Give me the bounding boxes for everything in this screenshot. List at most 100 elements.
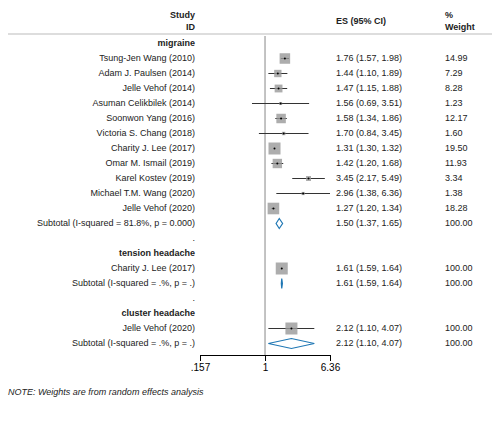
study-name: Karel Kostev (2019) bbox=[115, 173, 195, 183]
study-box bbox=[268, 203, 280, 215]
weight-label: 11.93 bbox=[445, 158, 467, 168]
header: ES (95% CI) bbox=[336, 16, 386, 26]
study-name: Soonwon Yang (2016) bbox=[106, 113, 195, 123]
subtotal-diamond bbox=[276, 219, 283, 229]
study-name: Jelle Vehof (2014) bbox=[122, 83, 195, 93]
ci-line bbox=[268, 328, 314, 329]
separator: . bbox=[192, 233, 195, 243]
es-label: 1.31 (1.30, 1.32) bbox=[336, 143, 402, 153]
es-label: 1.42 (1.20, 1.68) bbox=[336, 158, 402, 168]
header: Weight bbox=[445, 22, 475, 32]
es-label: 1.56 (0.69, 3.51) bbox=[336, 98, 402, 108]
tick-label: .157 bbox=[191, 362, 211, 373]
es-label: 2.96 (1.38, 6.36) bbox=[336, 188, 402, 198]
study-box bbox=[275, 85, 283, 93]
study-box bbox=[285, 323, 297, 335]
study-name: Jelle Vehof (2020) bbox=[122, 203, 195, 213]
point-estimate bbox=[274, 148, 276, 150]
point-estimate bbox=[283, 133, 285, 135]
es-label: 1.61 (1.59, 1.64) bbox=[336, 278, 402, 288]
es-label: 2.12 (1.10, 4.07) bbox=[336, 338, 402, 348]
weight-label: 18.28 bbox=[445, 203, 468, 213]
tick-mark bbox=[330, 355, 331, 361]
weight-label: 100.00 bbox=[445, 338, 473, 348]
subtotal-label: Subtotal (I-squared = 81.8%, p = 0.000) bbox=[37, 218, 195, 228]
point-estimate bbox=[280, 118, 282, 120]
study-box bbox=[276, 263, 288, 275]
tick: 6.36 bbox=[321, 355, 341, 373]
point-estimate bbox=[276, 163, 278, 165]
null-line bbox=[265, 36, 266, 355]
tick-mark bbox=[200, 355, 201, 361]
chart: StudyIDES (95% CI)%WeightmigraineTsung-J… bbox=[0, 0, 500, 425]
weight-label: 19.50 bbox=[445, 143, 468, 153]
es-label: 1.50 (1.37, 1.65) bbox=[336, 218, 402, 228]
labels: StudyIDES (95% CI)%WeightmigraineTsung-J… bbox=[8, 10, 475, 397]
tick-label: 1 bbox=[263, 362, 269, 373]
weight-label: 100.00 bbox=[445, 263, 473, 273]
section-label: tension headache bbox=[119, 248, 195, 258]
es-label: 3.45 (2.17, 5.49) bbox=[336, 173, 402, 183]
es-label: 2.12 (1.10, 4.07) bbox=[336, 323, 402, 333]
header: ID bbox=[186, 22, 196, 32]
es-label: 1.61 (1.59, 1.64) bbox=[336, 263, 402, 273]
plot-area bbox=[252, 36, 330, 355]
ci-line bbox=[259, 133, 309, 134]
study-name: Omar M. Ismail (2019) bbox=[105, 158, 195, 168]
ci-line bbox=[276, 193, 330, 194]
study-box bbox=[276, 114, 285, 123]
weight-label: 1.38 bbox=[445, 188, 463, 198]
study-name: Asuman Celikbilek (2014) bbox=[92, 98, 195, 108]
note: NOTE: Weights are from random effects an… bbox=[8, 387, 204, 397]
es-label: 1.27 (1.20, 1.34) bbox=[336, 203, 402, 213]
header: Study bbox=[170, 10, 195, 20]
point-estimate bbox=[290, 328, 292, 330]
study-name: Tsung-Jen Wang (2010) bbox=[99, 53, 195, 63]
es-label: 1.44 (1.10, 1.89) bbox=[336, 68, 402, 78]
study-box bbox=[306, 176, 311, 181]
point-estimate bbox=[272, 208, 274, 210]
header-rule bbox=[8, 34, 492, 35]
es-label: 1.47 (1.15, 1.88) bbox=[336, 83, 402, 93]
point-estimate bbox=[281, 268, 283, 270]
subtotal-diamond bbox=[268, 339, 314, 349]
study-box bbox=[282, 132, 285, 135]
study-name: Charity J. Lee (2017) bbox=[111, 143, 195, 153]
point-estimate bbox=[277, 73, 279, 75]
subtotal-label: Subtotal (I-squared = .%, p = .) bbox=[72, 278, 195, 288]
point-estimate bbox=[284, 58, 286, 60]
ci-line bbox=[292, 178, 325, 179]
weight-label: 14.99 bbox=[445, 53, 468, 63]
study-name: Adam J. Paulsen (2014) bbox=[98, 68, 195, 78]
point-estimate bbox=[308, 178, 310, 180]
x-axis: .157 1 6.36 bbox=[191, 355, 341, 373]
study-box bbox=[269, 143, 281, 155]
es-label: 1.70 (0.84, 3.45) bbox=[336, 128, 402, 138]
weight-label: 7.29 bbox=[445, 68, 463, 78]
ci-line bbox=[274, 148, 276, 149]
study-box bbox=[280, 53, 291, 64]
subtotal-diamond bbox=[281, 279, 282, 289]
section-label: migraine bbox=[157, 38, 195, 48]
tick-mark bbox=[265, 355, 266, 361]
weight-label: 8.28 bbox=[445, 83, 463, 93]
weight-label: 3.34 bbox=[445, 173, 463, 183]
section-label: cluster headache bbox=[121, 308, 195, 318]
tick: 1 bbox=[263, 355, 269, 373]
ci-line bbox=[270, 88, 287, 89]
study-box bbox=[279, 102, 282, 105]
es-label: 1.76 (1.57, 1.98) bbox=[336, 53, 402, 63]
es-label: 1.58 (1.34, 1.86) bbox=[336, 113, 402, 123]
weight-label: 100.00 bbox=[445, 218, 473, 228]
subtotal-label: Subtotal (I-squared = .%, p = .) bbox=[72, 338, 195, 348]
tick-label: 6.36 bbox=[321, 362, 341, 373]
study-box bbox=[273, 159, 282, 168]
ci-line bbox=[268, 73, 287, 74]
tick: .157 bbox=[191, 355, 211, 373]
weight-label: 100.00 bbox=[445, 323, 473, 333]
weight-label: 12.17 bbox=[445, 113, 468, 123]
study-name: Jelle Vehof (2020) bbox=[122, 323, 195, 333]
ci-line bbox=[281, 268, 282, 269]
ci-line bbox=[252, 103, 309, 104]
axis-line bbox=[201, 356, 331, 362]
